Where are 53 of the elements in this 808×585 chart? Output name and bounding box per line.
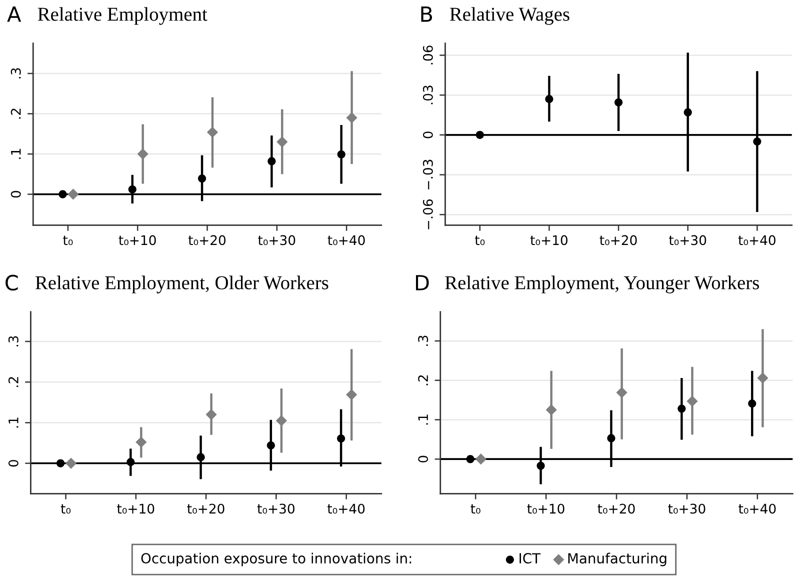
y-tick-label: .1 [8,418,18,428]
x-tick-label: t₀+10 [527,504,564,514]
legend-label: Manufacturing [568,552,666,566]
chart-title: Relative Employment, Younger Workers [445,276,759,294]
chart-title: Relative Employment, Older Workers [35,276,328,294]
legend-title: Occupation exposure to innovations in: [141,552,412,566]
x-tick-label: t₀ [470,504,480,514]
point [753,138,762,146]
y-tick-label: 0 [418,456,428,462]
x-tick-label: t₀+20 [600,235,637,246]
y-tick-label: 0 [10,190,21,198]
y-tick-label: .1 [418,414,428,425]
point [614,98,623,106]
x-tick-label: t₀+30 [669,235,706,246]
x-tick-label: t₀+20 [598,504,635,514]
text: D [416,275,429,290]
x-tick-label: t₀+40 [738,235,776,246]
y-tick-label: .2 [418,375,428,386]
y-tick-label: −.03 [422,160,433,190]
y-tick-label: .1 [11,148,21,159]
y-tick-label: 0 [8,460,18,467]
point [545,95,554,104]
y-tick-label: .2 [8,377,18,387]
x-tick-label: t₀ [474,236,485,246]
x-tick-label: t₀ [60,504,71,514]
y-tick-label: −.06 [422,199,433,230]
text: B [421,6,432,22]
y-tick-label: .3 [418,336,428,346]
x-tick-label: t₀+40 [328,504,365,514]
chart-title: Relative Wages [450,7,570,25]
y-tick-label: .03 [422,86,433,104]
point [476,130,484,139]
x-tick-label: t₀+40 [738,504,776,514]
x-tick-label: t₀+10 [117,504,154,514]
x-tick-label: t₀+20 [188,235,226,246]
x-tick-label: t₀ [63,236,73,246]
y-tick-label: .2 [10,108,21,119]
x-tick-label: t₀+10 [118,235,156,246]
x-tick-label: t₀+30 [258,235,296,246]
text: C [6,274,18,291]
x-tick-label: t₀+40 [328,235,365,246]
x-tick-label: t₀+20 [187,504,224,514]
legend-label: ICT [520,553,541,564]
text: A [7,6,22,22]
y-tick-label: .06 [422,46,433,64]
y-tick-label: .3 [10,68,21,78]
x-tick-label: t₀+30 [257,504,294,514]
x-tick-label: t₀+10 [530,235,568,246]
x-tick-label: t₀+30 [668,504,706,514]
y-tick-label: .3 [8,336,18,346]
point [684,108,692,116]
chart-title: Relative Employment [38,7,208,25]
y-tick-label: 0 [422,132,433,138]
